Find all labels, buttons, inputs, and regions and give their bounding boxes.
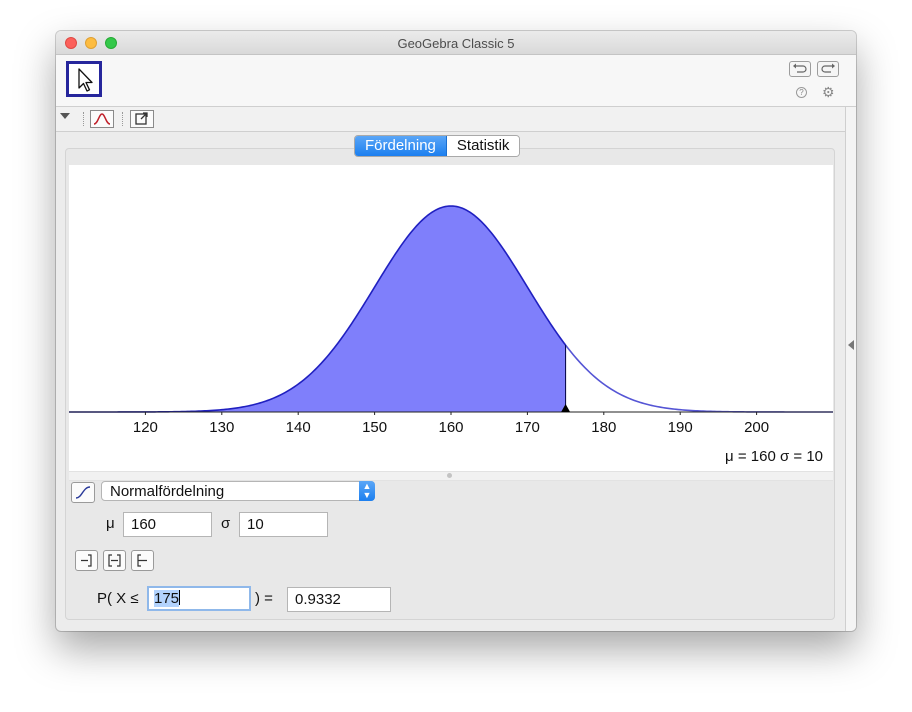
x-tick-label: 120 [133, 419, 158, 436]
sigma-input[interactable]: 10 [239, 512, 328, 537]
distribution-select-value: Normalfördelning [110, 483, 225, 500]
x-tick-label: 200 [744, 419, 769, 436]
normal-curve-icon [93, 113, 111, 125]
help-icon[interactable]: ? [796, 87, 807, 98]
distribution-chart[interactable]: 120 130 140 150 160 170 180 190 200 μ = 160 σ = 1… [69, 165, 833, 472]
x-tick-label: 130 [209, 419, 234, 436]
view-toolbar [56, 107, 845, 132]
split-divider[interactable] [69, 471, 833, 481]
view-menu-dropdown-icon[interactable] [60, 113, 70, 119]
upper-bound-value: 175 [154, 590, 180, 607]
x-tick-label: 190 [668, 419, 693, 436]
app-window: GeoGebra Classic 5 ? ⚙ Fördelning [56, 31, 856, 631]
left-sided-interval-button[interactable] [75, 550, 98, 571]
export-button[interactable] [130, 110, 154, 128]
probability-result: 0.9332 [287, 587, 391, 612]
tab-statistics[interactable]: Statistik [446, 136, 520, 156]
right-sided-interval-button[interactable] [131, 550, 154, 571]
parameter-summary: μ = 160 σ = 10 [725, 448, 823, 465]
probability-view-button[interactable] [90, 110, 114, 128]
x-tick-label: 150 [362, 419, 387, 436]
bound-marker-triangle [561, 404, 571, 412]
undo-button[interactable] [789, 61, 811, 77]
cumulative-curve-icon [75, 486, 91, 499]
window-title: GeoGebra Classic 5 [397, 36, 515, 51]
view-tabs: Fördelning Statistik [354, 135, 521, 157]
x-tick-label: 170 [515, 419, 540, 436]
right-sided-icon [137, 554, 147, 567]
title-bar: GeoGebra Classic 5 [56, 31, 856, 55]
divider-handle[interactable] [447, 473, 452, 478]
distribution-plot[interactable]: 120 130 140 150 160 170 180 190 200 μ = 160 σ = 1… [69, 165, 833, 472]
probability-prefix: P( X ≤ [97, 590, 139, 607]
collapse-left-icon [848, 340, 854, 350]
sigma-label: σ [221, 515, 231, 532]
x-tick-label: 180 [591, 419, 616, 436]
toolbar-separator [122, 112, 124, 126]
probability-suffix: ) = [255, 590, 273, 607]
distribution-select[interactable]: Normalfördelning ▲ ▼ [101, 481, 375, 501]
mu-label: μ [106, 515, 115, 532]
text-caret [179, 590, 181, 605]
select-chevrons-icon: ▲ ▼ [359, 481, 375, 501]
toolbar-separator [83, 112, 85, 126]
settings-gear-icon[interactable]: ⚙ [822, 84, 835, 100]
two-sided-interval-button[interactable] [103, 550, 126, 571]
controls-panel: Normalfördelning ▲ ▼ μ 160 σ 10 P( X ≤ 17… [69, 480, 833, 620]
left-sided-icon [81, 554, 92, 567]
mu-input[interactable]: 160 [123, 512, 212, 537]
close-window-button[interactable] [65, 37, 77, 49]
main-toolbar: ? ⚙ [56, 55, 856, 107]
redo-icon [821, 63, 835, 73]
x-tick-label: 160 [438, 419, 463, 436]
upper-bound-input[interactable]: 175 [147, 586, 251, 611]
redo-button[interactable] [817, 61, 839, 77]
side-panel-toggle[interactable] [845, 107, 856, 631]
interval-icon [108, 554, 121, 567]
cursor-arrow-icon [78, 68, 93, 92]
export-icon [135, 112, 148, 125]
x-tick-label: 140 [286, 419, 311, 436]
minimize-window-button[interactable] [85, 37, 97, 49]
maximize-window-button[interactable] [105, 37, 117, 49]
tab-distribution[interactable]: Fördelning [355, 136, 447, 156]
undo-icon [793, 63, 807, 73]
move-tool-button[interactable] [66, 61, 102, 97]
shaded-probability-area [69, 206, 566, 412]
density-curve-tail [564, 344, 833, 413]
cumulative-toggle-button[interactable] [71, 482, 95, 503]
